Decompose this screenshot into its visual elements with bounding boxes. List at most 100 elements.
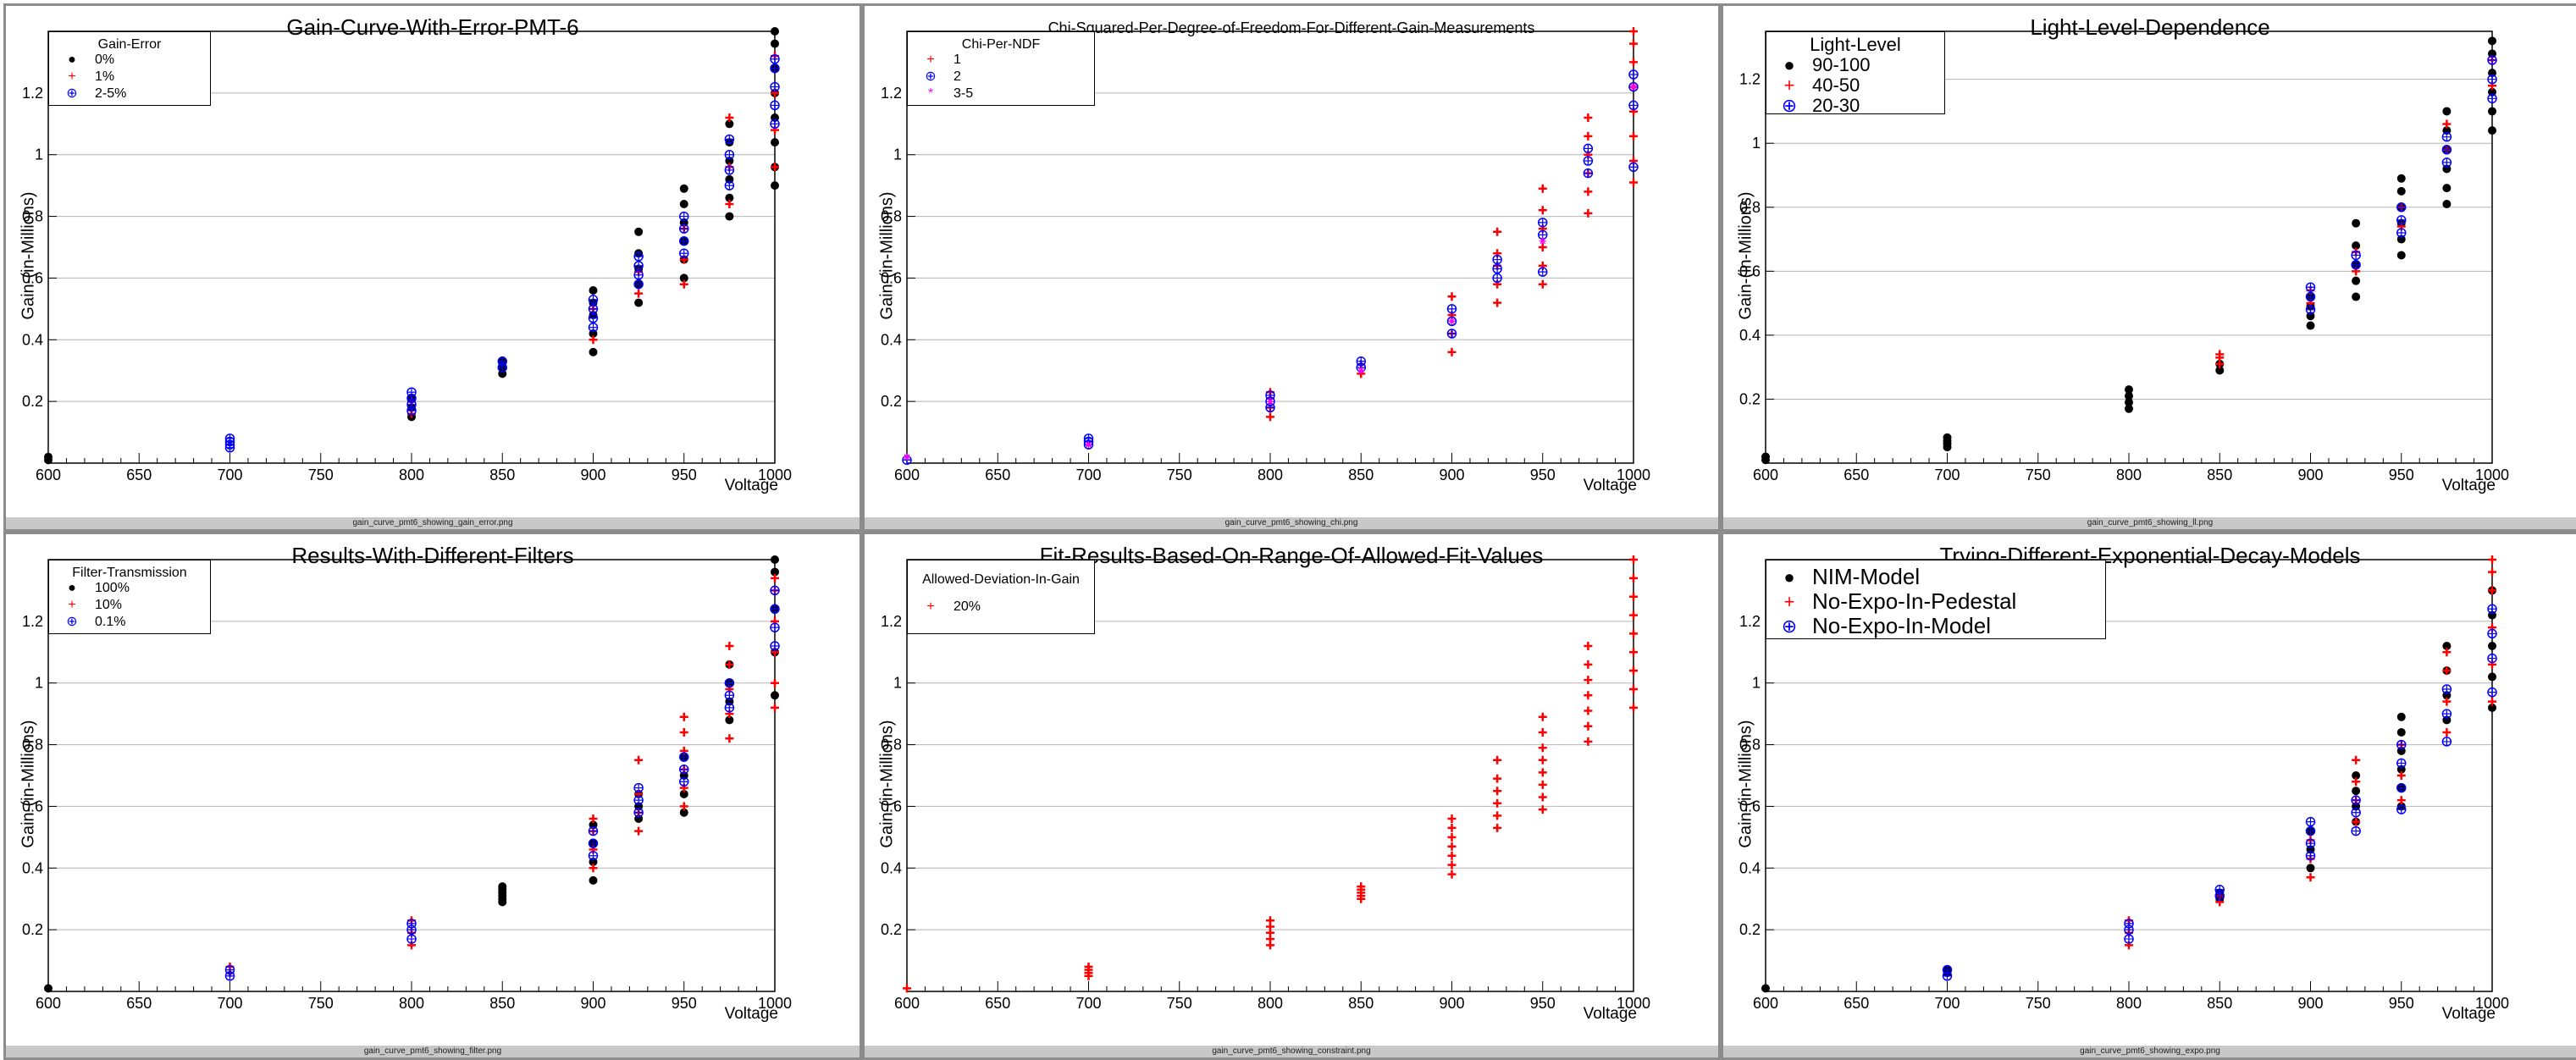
data-point-cross <box>725 678 734 687</box>
data-point <box>1584 721 1593 731</box>
data-point-cross <box>2215 885 2225 894</box>
x-tick-label: 750 <box>2026 467 2051 483</box>
panel-filters: Results-With-Different-Filters 0.2 0.4 0.6… <box>3 532 862 1060</box>
data-point <box>2305 838 2316 848</box>
data-point <box>724 703 735 713</box>
data-point-cross <box>2125 919 2133 928</box>
panel-gain-error: Gain-Curve-With-Error-PMT-6 0.2 0.4 0.6 0.8… <box>3 3 862 532</box>
data-point <box>633 782 644 793</box>
x-tick-label: 1000 <box>1617 995 1650 1012</box>
data-point <box>1539 237 1546 245</box>
x-axis-label: Voltage <box>1583 477 1637 494</box>
data-point <box>771 691 779 700</box>
legend-label: 2-5% <box>95 86 127 101</box>
data-point-cross <box>771 54 779 63</box>
x-tick-label: 750 <box>2026 995 2051 1012</box>
data-point <box>1629 685 1638 693</box>
data-point <box>2351 807 2361 818</box>
data-point <box>2442 200 2452 208</box>
data-point-cross <box>725 703 734 712</box>
data-point <box>679 184 688 193</box>
y-tick-label: 0.6 <box>22 269 43 286</box>
data-point-cross <box>2488 75 2496 84</box>
data-point-cross <box>407 935 416 944</box>
x-axis-label: Voltage <box>724 1005 778 1023</box>
data-point <box>1538 184 1547 193</box>
data-point-cross <box>2488 94 2496 103</box>
x-tick-label: 650 <box>126 995 152 1012</box>
data-point <box>588 825 599 836</box>
y-tick-label: 1.2 <box>22 613 43 630</box>
data-point <box>1629 555 1638 564</box>
x-tick-label: 800 <box>1258 467 1283 483</box>
data-point-cross <box>679 765 688 774</box>
data-point <box>633 261 644 271</box>
y-tick-label: 1 <box>35 675 43 692</box>
y-axis-label: Gain-(in-Millions) <box>1736 191 1755 320</box>
data-point <box>1761 452 1770 461</box>
data-point <box>2396 804 2407 814</box>
y-axis-label: Gain-(in-Millions) <box>877 720 897 848</box>
y-tick-label: 0.6 <box>881 798 902 814</box>
data-point-cross <box>2488 654 2496 663</box>
legend-entry: ● 0% <box>49 52 114 68</box>
data-point-cross <box>679 212 688 221</box>
data-point <box>679 235 689 246</box>
chart-title: Chi-Squared-Per-Degree-of-Freedom-For-Di… <box>1048 19 1535 36</box>
plus-marker-icon: + <box>68 69 76 84</box>
data-point <box>1085 441 1092 449</box>
data-point-cross <box>2488 687 2496 697</box>
data-point <box>2441 157 2452 168</box>
y-tick-label: 1.2 <box>22 85 43 102</box>
data-point <box>1492 254 1502 265</box>
data-point-cross <box>2352 808 2361 817</box>
data-point-cross <box>679 236 688 246</box>
data-point-cross <box>679 753 688 762</box>
data-point <box>2442 648 2452 657</box>
chart-title: Results-With-Different-Filters <box>291 543 574 568</box>
legend-entry: ● 100% <box>49 581 130 596</box>
circle-plus-marker-icon: ⊕ <box>66 615 78 629</box>
data-point <box>1084 962 1093 971</box>
plus-marker-icon: + <box>926 599 935 614</box>
data-point-cross <box>589 295 598 304</box>
data-point-cross <box>589 826 598 836</box>
legend-entry: ⊕ 2 <box>908 69 961 85</box>
data-point <box>771 567 779 577</box>
data-point <box>1447 814 1457 823</box>
data-point <box>1584 113 1593 122</box>
data-point <box>633 807 644 818</box>
data-point <box>2396 728 2406 737</box>
y-tick-label: 1 <box>1752 675 1761 692</box>
data-point-cross <box>225 965 235 974</box>
data-point <box>2488 126 2496 135</box>
x-tick-label: 850 <box>2207 995 2232 1012</box>
data-point-cross <box>2396 229 2406 237</box>
x-tick-label: 600 <box>894 995 920 1012</box>
y-axis-label-box: Gain-(in-Millions) <box>876 57 898 455</box>
data-point <box>1584 660 1593 669</box>
y-tick-label: 0.6 <box>22 798 43 814</box>
x-tick-label: 850 <box>489 467 515 483</box>
x-axis-label: Voltage <box>1583 1005 1637 1023</box>
data-point-cross <box>2306 826 2315 836</box>
data-point-cross <box>2442 685 2452 693</box>
legend: Chi-Per-NDF +1 ⊕ 2 * 3-5 <box>907 31 1095 106</box>
data-point-cross <box>771 63 779 73</box>
data-point-cross <box>771 82 779 91</box>
legend-entry: +1% <box>49 69 114 85</box>
data-point <box>725 212 734 221</box>
data-point-cross <box>1493 264 1502 273</box>
data-point <box>498 882 507 892</box>
data-point-cross <box>2488 56 2496 64</box>
data-point <box>724 149 735 160</box>
data-point <box>588 304 599 314</box>
legend-entry: + No-Expo-In-Pedestal <box>1766 588 2017 615</box>
data-point <box>1493 298 1502 307</box>
data-point <box>2441 684 2452 694</box>
data-point <box>406 387 417 397</box>
x-tick-label: 900 <box>1439 467 1464 483</box>
data-point <box>2488 586 2496 595</box>
circle-plus-marker-icon: ⊕ <box>925 69 937 84</box>
